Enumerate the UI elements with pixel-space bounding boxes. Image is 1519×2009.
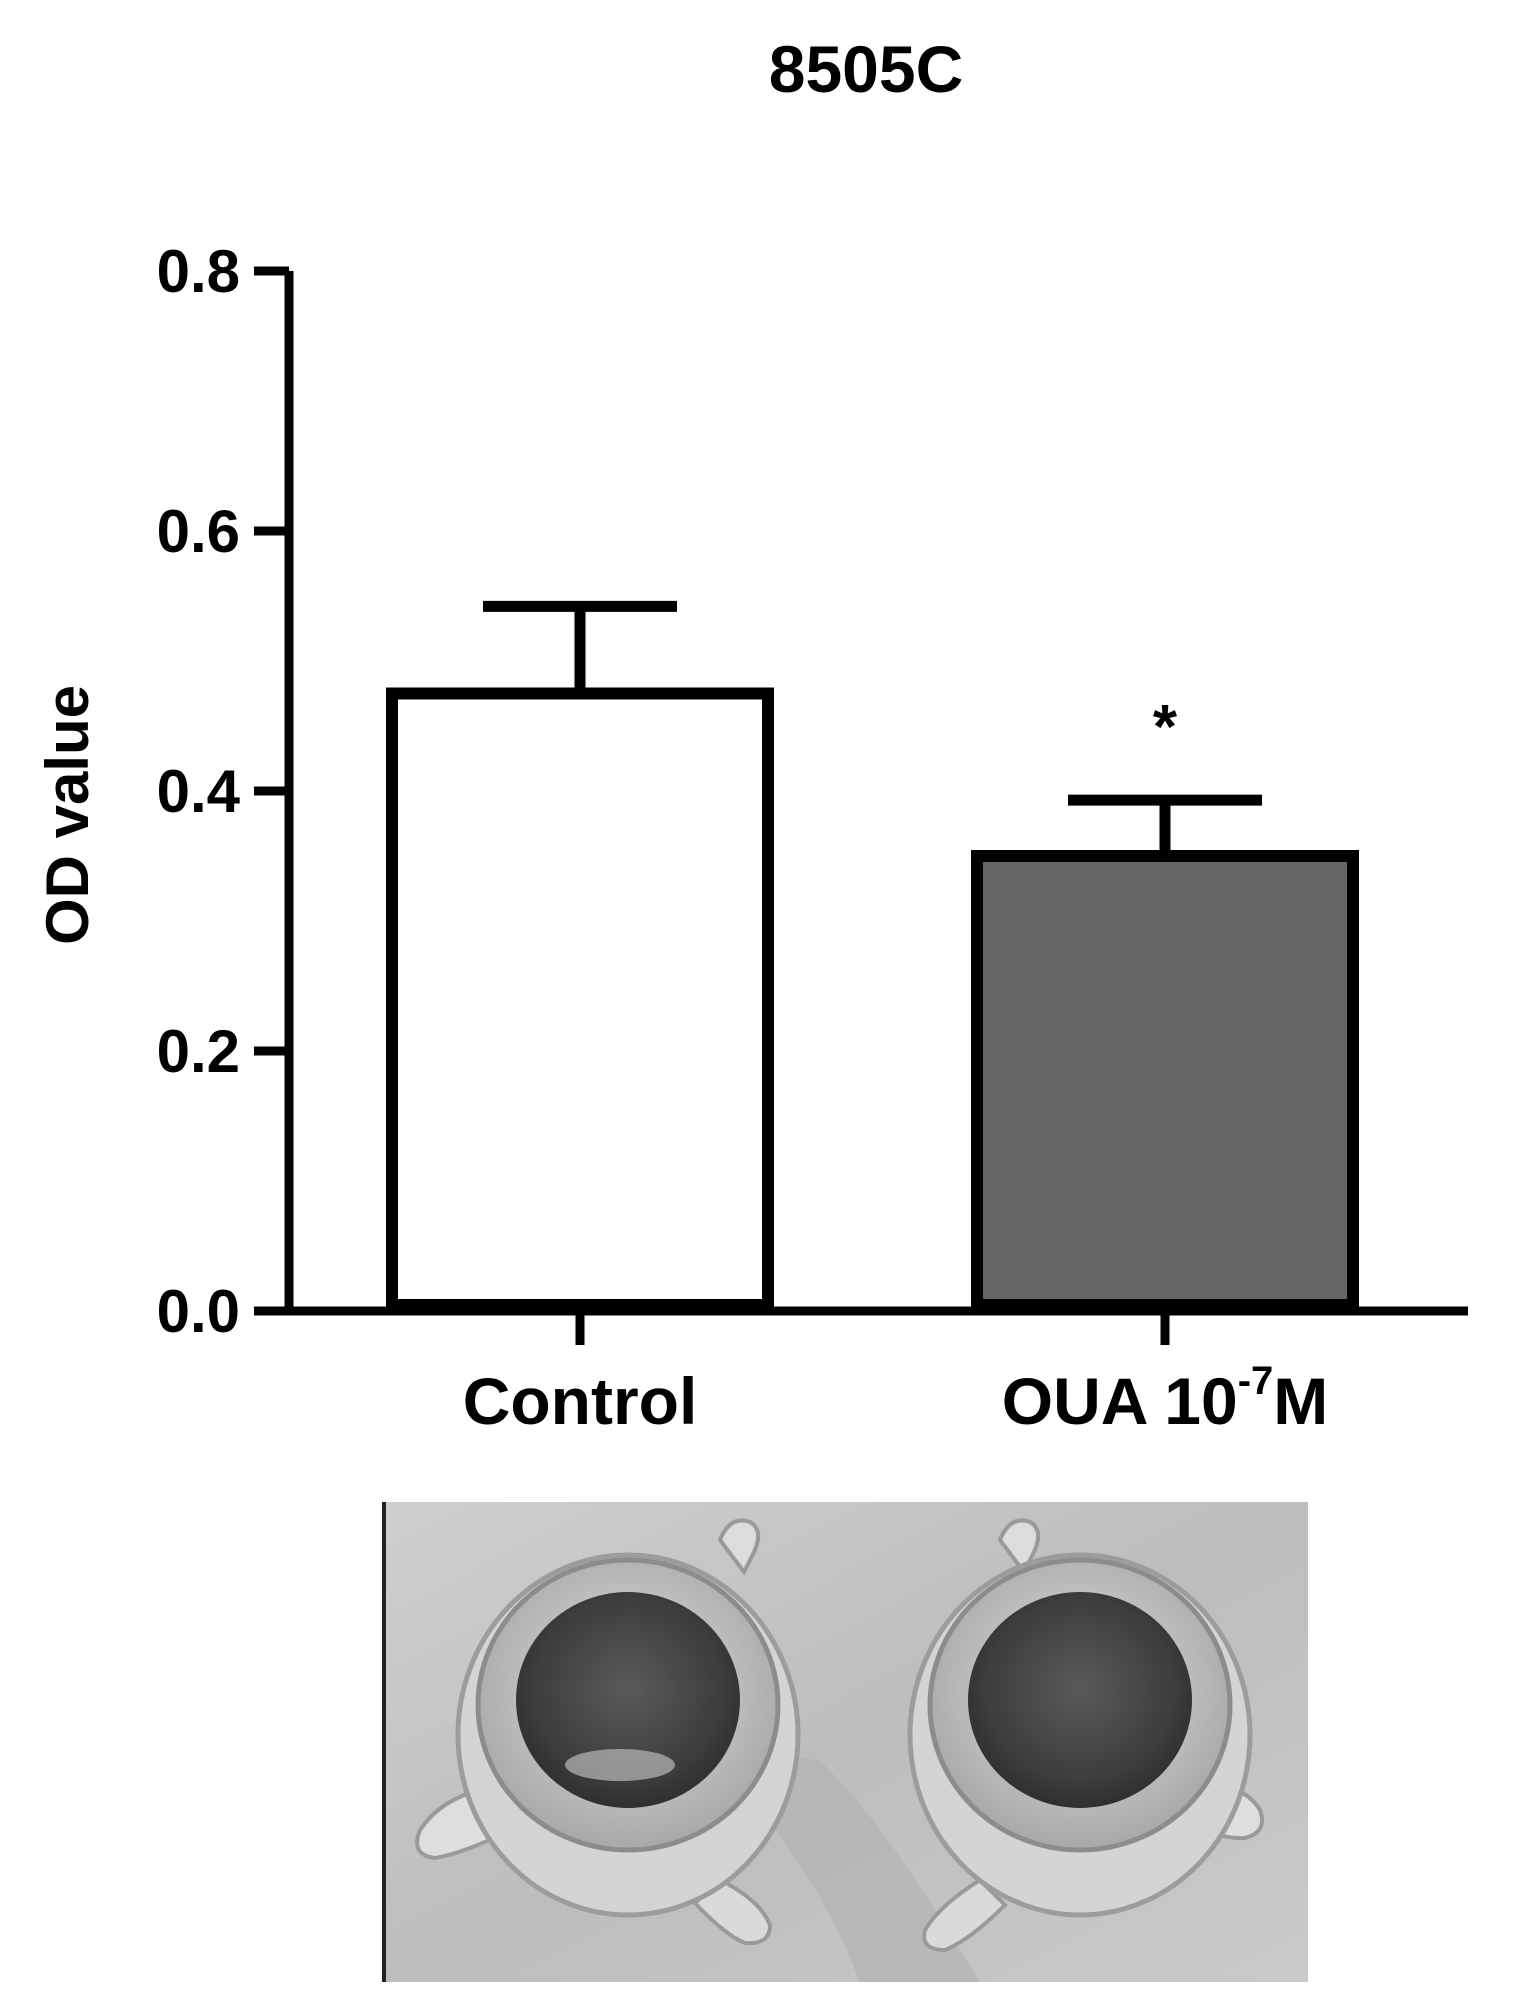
well-right-membrane — [968, 1592, 1192, 1808]
x-tick-label-control: Control — [463, 1364, 698, 1438]
wells-photo — [382, 1502, 1308, 1982]
y-axis-label: OD value — [34, 685, 101, 945]
y-tick-label-2: 0.4 — [157, 758, 241, 825]
well-right-tab-bottom — [922, 1877, 1008, 1953]
bar-control — [386, 687, 774, 1311]
y-tick-label-1: 0.2 — [157, 1018, 240, 1085]
x-tick-label-oua: OUA 10-7M — [1002, 1359, 1329, 1438]
significance-annotation-oua: * — [1153, 693, 1178, 762]
well-left-tab-bottom — [692, 1877, 773, 1946]
chart-title: 8505C — [769, 32, 964, 106]
x-tick-label-oua-text: OUA 10 — [1002, 1364, 1238, 1438]
well-left-cells — [565, 1749, 675, 1781]
x-tick-label-control-text: Control — [463, 1364, 698, 1438]
error-bar-control — [483, 600, 677, 694]
x-tick-label-oua-exp: -7 — [1238, 1359, 1274, 1403]
well-left — [415, 1518, 801, 1946]
error-bar-oua — [1068, 794, 1262, 856]
well-right-tab-top — [997, 1518, 1041, 1576]
well-left-membrane — [516, 1592, 740, 1808]
y-tick-label-3: 0.6 — [157, 498, 240, 565]
well-right — [907, 1518, 1265, 1953]
y-tick-label-4: 0.8 — [157, 238, 240, 305]
well-left-tab-top — [717, 1518, 761, 1576]
x-tick-label-oua-tail: M — [1273, 1364, 1328, 1438]
bar-oua — [971, 850, 1359, 1311]
y-axis-ticks: 0.0 0.2 0.4 0.6 0.8 — [157, 238, 289, 1345]
y-tick-label-0: 0.0 — [157, 1278, 240, 1345]
